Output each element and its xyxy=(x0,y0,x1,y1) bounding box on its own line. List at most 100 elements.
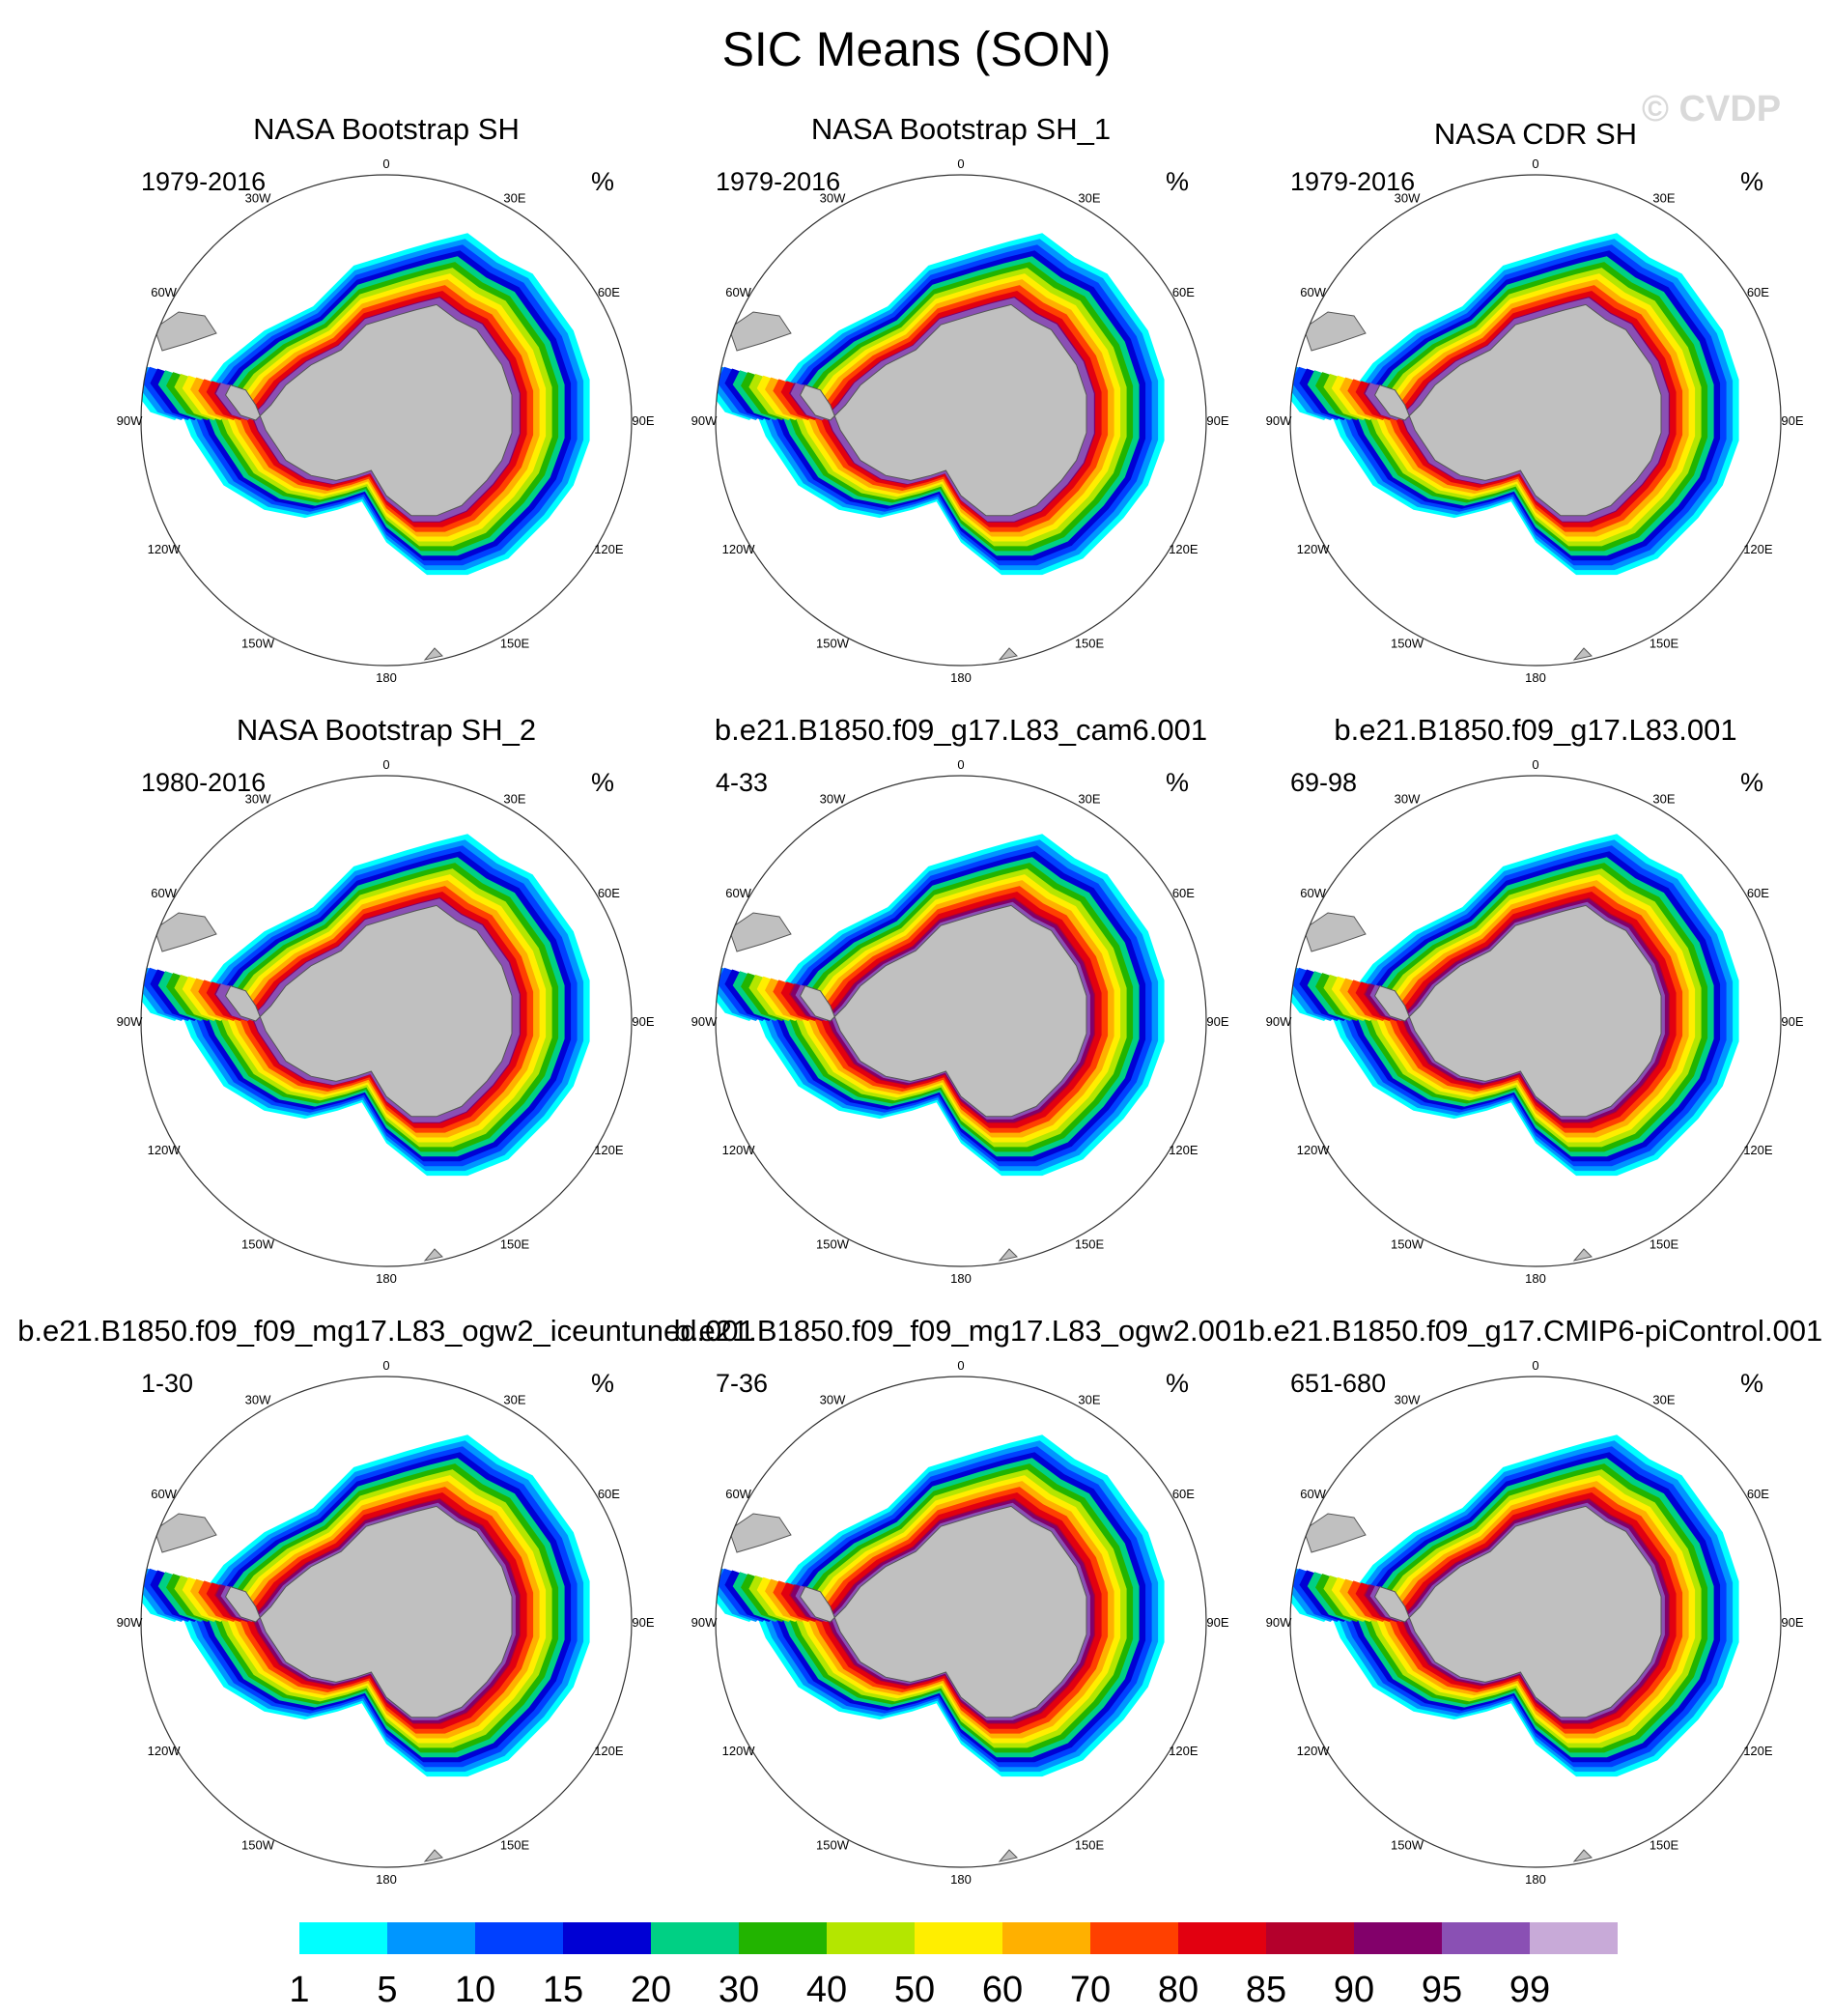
ice-band xyxy=(1291,845,1727,1167)
ice-band xyxy=(1290,1440,1734,1773)
longitude-label: 30E xyxy=(1078,191,1100,206)
ice-band xyxy=(1290,239,1734,571)
ice-band xyxy=(1323,268,1702,547)
longitude-label: 150W xyxy=(1391,636,1424,650)
colorbar-tick-label: 5 xyxy=(377,1970,397,2010)
colorbar-box xyxy=(1178,1922,1266,1954)
map-border xyxy=(715,1376,1207,1868)
longitude-label: 90W xyxy=(117,1615,143,1630)
ice-band xyxy=(174,1469,552,1748)
ice-band xyxy=(182,874,547,1143)
ice-band xyxy=(174,868,552,1148)
pack-ice xyxy=(215,1499,520,1723)
longitude-label: 30W xyxy=(1395,1393,1421,1407)
ice-band xyxy=(198,285,534,532)
ice-band xyxy=(141,239,584,571)
ice-band xyxy=(773,886,1109,1133)
panel-title: b.e21.B1850.f09_g17.L83.001 xyxy=(1334,713,1737,747)
ice-band xyxy=(748,868,1127,1148)
ice-band xyxy=(1340,1481,1689,1739)
colorbar-box xyxy=(1002,1922,1090,1954)
ice-band xyxy=(789,897,1096,1123)
watermark: © CVDP xyxy=(1642,89,1782,129)
south-america-land xyxy=(728,311,792,352)
ice-band xyxy=(141,839,584,1172)
ice-band xyxy=(1331,273,1696,542)
longitude-label: 120E xyxy=(1743,1143,1773,1157)
longitude-label: 150E xyxy=(1650,636,1679,650)
panel-period: 7-36 xyxy=(716,1369,769,1398)
longitude-label: 120E xyxy=(594,542,624,556)
longitude-label: 30E xyxy=(1652,1393,1675,1407)
longitude-label: 60E xyxy=(598,886,620,900)
longitude-label: 120W xyxy=(722,542,756,556)
ice-band xyxy=(716,233,1165,576)
longitude-label: 30E xyxy=(1078,1393,1100,1407)
ice-band xyxy=(214,897,522,1123)
longitude-label: 90E xyxy=(1781,1615,1803,1630)
colorbar-tick-label: 15 xyxy=(543,1970,583,2010)
ice-band xyxy=(773,1487,1109,1734)
longitude-label: 90W xyxy=(1266,413,1292,428)
panel-title: NASA Bootstrap SH xyxy=(253,112,520,146)
south-america-land xyxy=(154,912,217,952)
longitude-label: 90E xyxy=(1781,413,1803,428)
ice-band xyxy=(142,1446,578,1768)
ice-band xyxy=(150,851,572,1162)
ice-field xyxy=(141,1434,590,1862)
antarctica-land xyxy=(800,303,1087,517)
ice-band xyxy=(206,291,527,527)
panel-period: 4-33 xyxy=(716,768,769,797)
longitude-label: 120E xyxy=(1169,1143,1198,1157)
south-america-land xyxy=(728,1513,792,1553)
ice-band xyxy=(1315,1463,1708,1753)
ice-band xyxy=(222,903,515,1119)
longitude-label: 180 xyxy=(1525,670,1546,685)
ice-band xyxy=(724,1452,1146,1763)
longitude-label: 30E xyxy=(503,792,525,807)
longitude-label: 150W xyxy=(816,1837,850,1852)
south-america-land xyxy=(154,311,217,352)
map-background xyxy=(1290,1377,1781,1867)
ice-band xyxy=(1371,302,1664,518)
ice-band xyxy=(748,1469,1127,1748)
ice-band xyxy=(756,874,1121,1143)
south-america-land xyxy=(154,1513,217,1553)
longitude-label: 60E xyxy=(1747,1487,1769,1501)
longitude-label: 180 xyxy=(950,1872,972,1887)
longitude-label: 180 xyxy=(1525,1271,1546,1286)
ice-band xyxy=(780,1492,1102,1729)
colorbar-box xyxy=(739,1922,827,1954)
longitude-label: 60W xyxy=(1300,1487,1326,1501)
longitude-label: 60E xyxy=(1747,285,1769,299)
longitude-label: 90W xyxy=(117,1014,143,1029)
map-border xyxy=(715,174,1207,667)
pack-ice xyxy=(790,1499,1094,1723)
ice-band xyxy=(1347,1487,1683,1734)
longitude-label: 90E xyxy=(632,1014,654,1029)
figure-title: SIC Means (SON) xyxy=(721,22,1112,76)
longitude-label: 60E xyxy=(598,1487,620,1501)
ice-band xyxy=(716,1440,1159,1773)
ice-band xyxy=(741,863,1134,1152)
ice-band xyxy=(157,256,565,556)
ice-field xyxy=(141,233,590,661)
ice-band xyxy=(748,268,1127,547)
longitude-label: 60W xyxy=(725,285,751,299)
longitude-label: 180 xyxy=(950,1271,972,1286)
longitude-label: 60E xyxy=(598,285,620,299)
ice-band xyxy=(716,1434,1165,1777)
map-border xyxy=(715,775,1207,1267)
longitude-label: 180 xyxy=(376,670,397,685)
island-land xyxy=(423,1248,443,1262)
ice-band xyxy=(732,256,1140,556)
longitude-label: 60W xyxy=(151,285,177,299)
south-america-land xyxy=(1303,912,1367,952)
ice-band xyxy=(1364,897,1671,1123)
map-border xyxy=(1289,174,1782,667)
longitude-label: 150E xyxy=(1075,636,1105,650)
ice-band xyxy=(1290,1434,1739,1777)
colorbar-tick-label: 80 xyxy=(1158,1970,1198,2010)
